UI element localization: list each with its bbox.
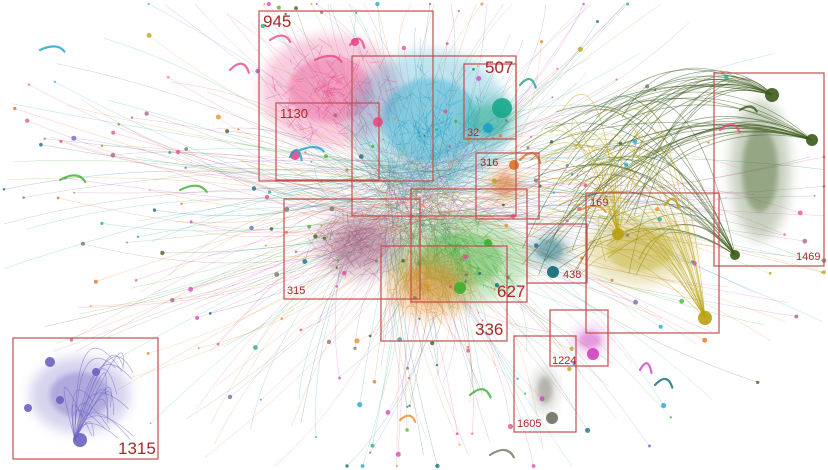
cluster-label-507: 507 [485,58,513,77]
cluster-box-layer [12,10,825,460]
cluster-box-32 [463,63,517,140]
cluster-cloud-layer [30,35,790,433]
cluster-label-336: 336 [475,320,503,339]
cluster-box-1469 [713,72,825,267]
cluster-box-316 [475,152,540,220]
cluster-box-1224 [549,309,609,367]
cluster-box-315 [283,198,421,300]
cluster-box-169 [585,192,720,334]
cluster-label-layer: 945 507 32 1130 316 169 1469 315 627 438… [118,12,820,458]
cluster-box-1315 [12,337,159,460]
cluster-label-169: 169 [590,197,608,209]
cluster-box-438 [526,223,588,284]
cluster-label-32: 32 [467,127,479,139]
cluster-box-336 [380,245,508,342]
cluster-label-945: 945 [263,12,291,31]
cluster-label-627: 627 [497,282,525,301]
cluster-label-315: 315 [287,285,305,297]
cluster-label-1224: 1224 [552,355,576,367]
cluster-label-1315: 1315 [118,439,156,458]
cluster-label-1605: 1605 [517,418,541,430]
cluster-box-1605 [513,335,577,433]
cluster-label-1469: 1469 [796,251,820,263]
cluster-label-1130: 1130 [280,106,308,121]
cluster-box-1130 [275,102,380,181]
cluster-label-438: 438 [563,269,581,281]
cluster-box-945 [258,10,434,182]
cluster-label-316: 316 [480,157,498,169]
